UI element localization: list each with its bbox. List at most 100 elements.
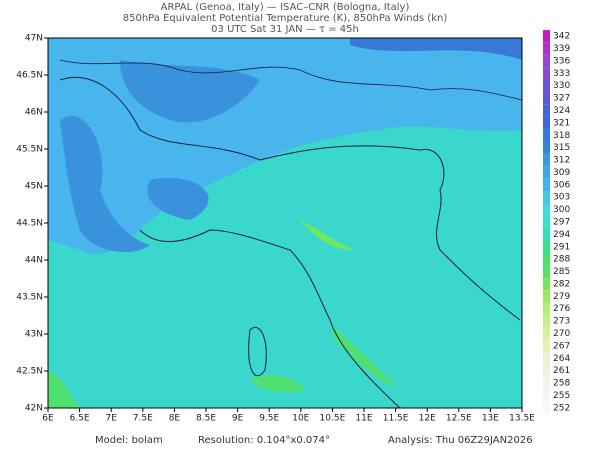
colorbar-label: 330 [553, 81, 570, 91]
colorbar-label: 261 [553, 366, 570, 376]
colorbar-swatch [543, 327, 550, 340]
lon-label: 11E [355, 414, 372, 424]
colorbar-label: 252 [553, 403, 570, 413]
header-line: 03 UTC Sat 31 JAN — τ = 45h [211, 24, 359, 35]
colorbar-swatch [543, 352, 550, 365]
colorbar-label: 264 [553, 354, 570, 364]
footer-resolution: Resolution: 0.104°x0.074° [198, 435, 330, 446]
lat-label: 46.5N [16, 71, 43, 81]
colorbar-label: 291 [553, 242, 570, 252]
colorbar-label: 333 [553, 69, 570, 79]
lon-label: 12E [419, 414, 436, 424]
lat-label: 45.5N [16, 145, 43, 155]
colorbar-label: 297 [553, 218, 570, 228]
lat-label: 44N [25, 256, 43, 266]
lon-label: 10.5E [320, 414, 346, 424]
field-dark [120, 60, 260, 123]
colorbar-swatch [543, 376, 550, 390]
colorbar-label: 279 [553, 292, 570, 302]
lon-label: 7.5E [133, 414, 153, 424]
colorbar-swatch [543, 30, 550, 43]
colorbar-label: 342 [553, 32, 570, 42]
colorbar-swatch [543, 265, 550, 278]
footer-model: Model: bolam [95, 435, 163, 446]
colorbar-label: 285 [553, 267, 570, 277]
colorbar-swatch [543, 129, 550, 142]
colorbar-label: 273 [553, 317, 570, 327]
lon-label: 10E [292, 414, 309, 424]
lon-label: 6.5E [70, 414, 90, 424]
field-dark [350, 38, 522, 60]
colorbar-swatch [543, 178, 550, 192]
colorbar-swatch [543, 252, 550, 266]
axes: 47N 46.5N 46N 45.5N 45N 44.5N 44N 43.5N 43N 42.5N… [16, 34, 535, 424]
colorbar-swatch [543, 153, 550, 167]
lon-label: 6E [42, 414, 54, 424]
colorbar-swatch [543, 302, 550, 315]
colorbar-swatch [543, 91, 550, 105]
lon-label: 8.5E [196, 414, 216, 424]
colorbar-swatch [543, 314, 550, 328]
colorbar-swatch [543, 54, 550, 68]
colorbar-label: 294 [553, 230, 570, 240]
colorbar-swatch [543, 389, 550, 402]
lat-label: 42N [25, 404, 43, 414]
colorbar-swatch [543, 79, 550, 92]
colorbar-label: 321 [553, 118, 570, 128]
colorbar-label: 312 [553, 156, 570, 166]
field-dark [60, 116, 150, 253]
field-green [330, 325, 395, 385]
colorbar-swatch [543, 67, 550, 80]
colorbar-label: 306 [553, 180, 570, 190]
colorbar-swatch [543, 42, 550, 55]
colorbar-swatch [543, 339, 550, 353]
footer-analysis: Analysis: Thu 06Z29JAN2026 [388, 435, 533, 446]
colorbar-swatch [543, 277, 550, 291]
colorbar-swatch [543, 203, 550, 216]
colorbar-swatch [543, 364, 550, 377]
lon-label: 7E [105, 414, 117, 424]
lat-label: 46N [25, 108, 43, 118]
field-green [300, 220, 355, 251]
coastline [59, 76, 521, 409]
lon-label: 11.5E [383, 414, 409, 424]
colorbar-label: 339 [553, 44, 570, 54]
colorbar-label: 324 [553, 106, 570, 116]
colorbar-label: 315 [553, 143, 570, 153]
colorbar-swatch [543, 191, 550, 204]
lat-label: 42.5N [16, 367, 43, 377]
colorbar-swatch [543, 116, 550, 130]
colorbar-swatch [543, 228, 550, 241]
field-dark [147, 178, 209, 220]
lon-label: 13E [482, 414, 499, 424]
colorbar-label: 258 [553, 379, 570, 389]
colorbar-label: 282 [553, 279, 570, 289]
colorbar: 342 339 336 333 330 327 324 321 318 315 312 309 306 3… [543, 30, 570, 414]
colorbar-label: 288 [553, 255, 570, 265]
field-green [48, 370, 80, 408]
header-line: ARPAL (Genoa, Italy) — ISAC–CNR (Bologna… [161, 2, 410, 13]
lat-label: 43.5N [16, 293, 43, 303]
lon-label: 8E [169, 414, 181, 424]
colorbar-swatch [543, 401, 550, 414]
lon-label: 12.5E [446, 414, 472, 424]
lon-label: 9.5E [259, 414, 279, 424]
lon-label: 9E [232, 414, 244, 424]
border [59, 59, 523, 101]
colorbar-swatch [543, 104, 550, 117]
lat-label: 45N [25, 182, 43, 192]
colorbar-label: 255 [553, 391, 570, 401]
colorbar-label: 270 [553, 329, 570, 339]
colorbar-label: 318 [553, 131, 570, 141]
header-line: 850hPa Equivalent Potential Temperature … [123, 13, 448, 24]
colorbar-swatch [543, 290, 550, 303]
colorbar-label: 303 [553, 193, 570, 203]
colorbar-label: 300 [553, 205, 570, 215]
colorbar-label: 327 [553, 94, 570, 104]
lat-label: 47N [25, 34, 43, 44]
lon-label: 13.5E [509, 414, 535, 424]
map [47, 37, 523, 409]
colorbar-label: 336 [553, 56, 570, 66]
